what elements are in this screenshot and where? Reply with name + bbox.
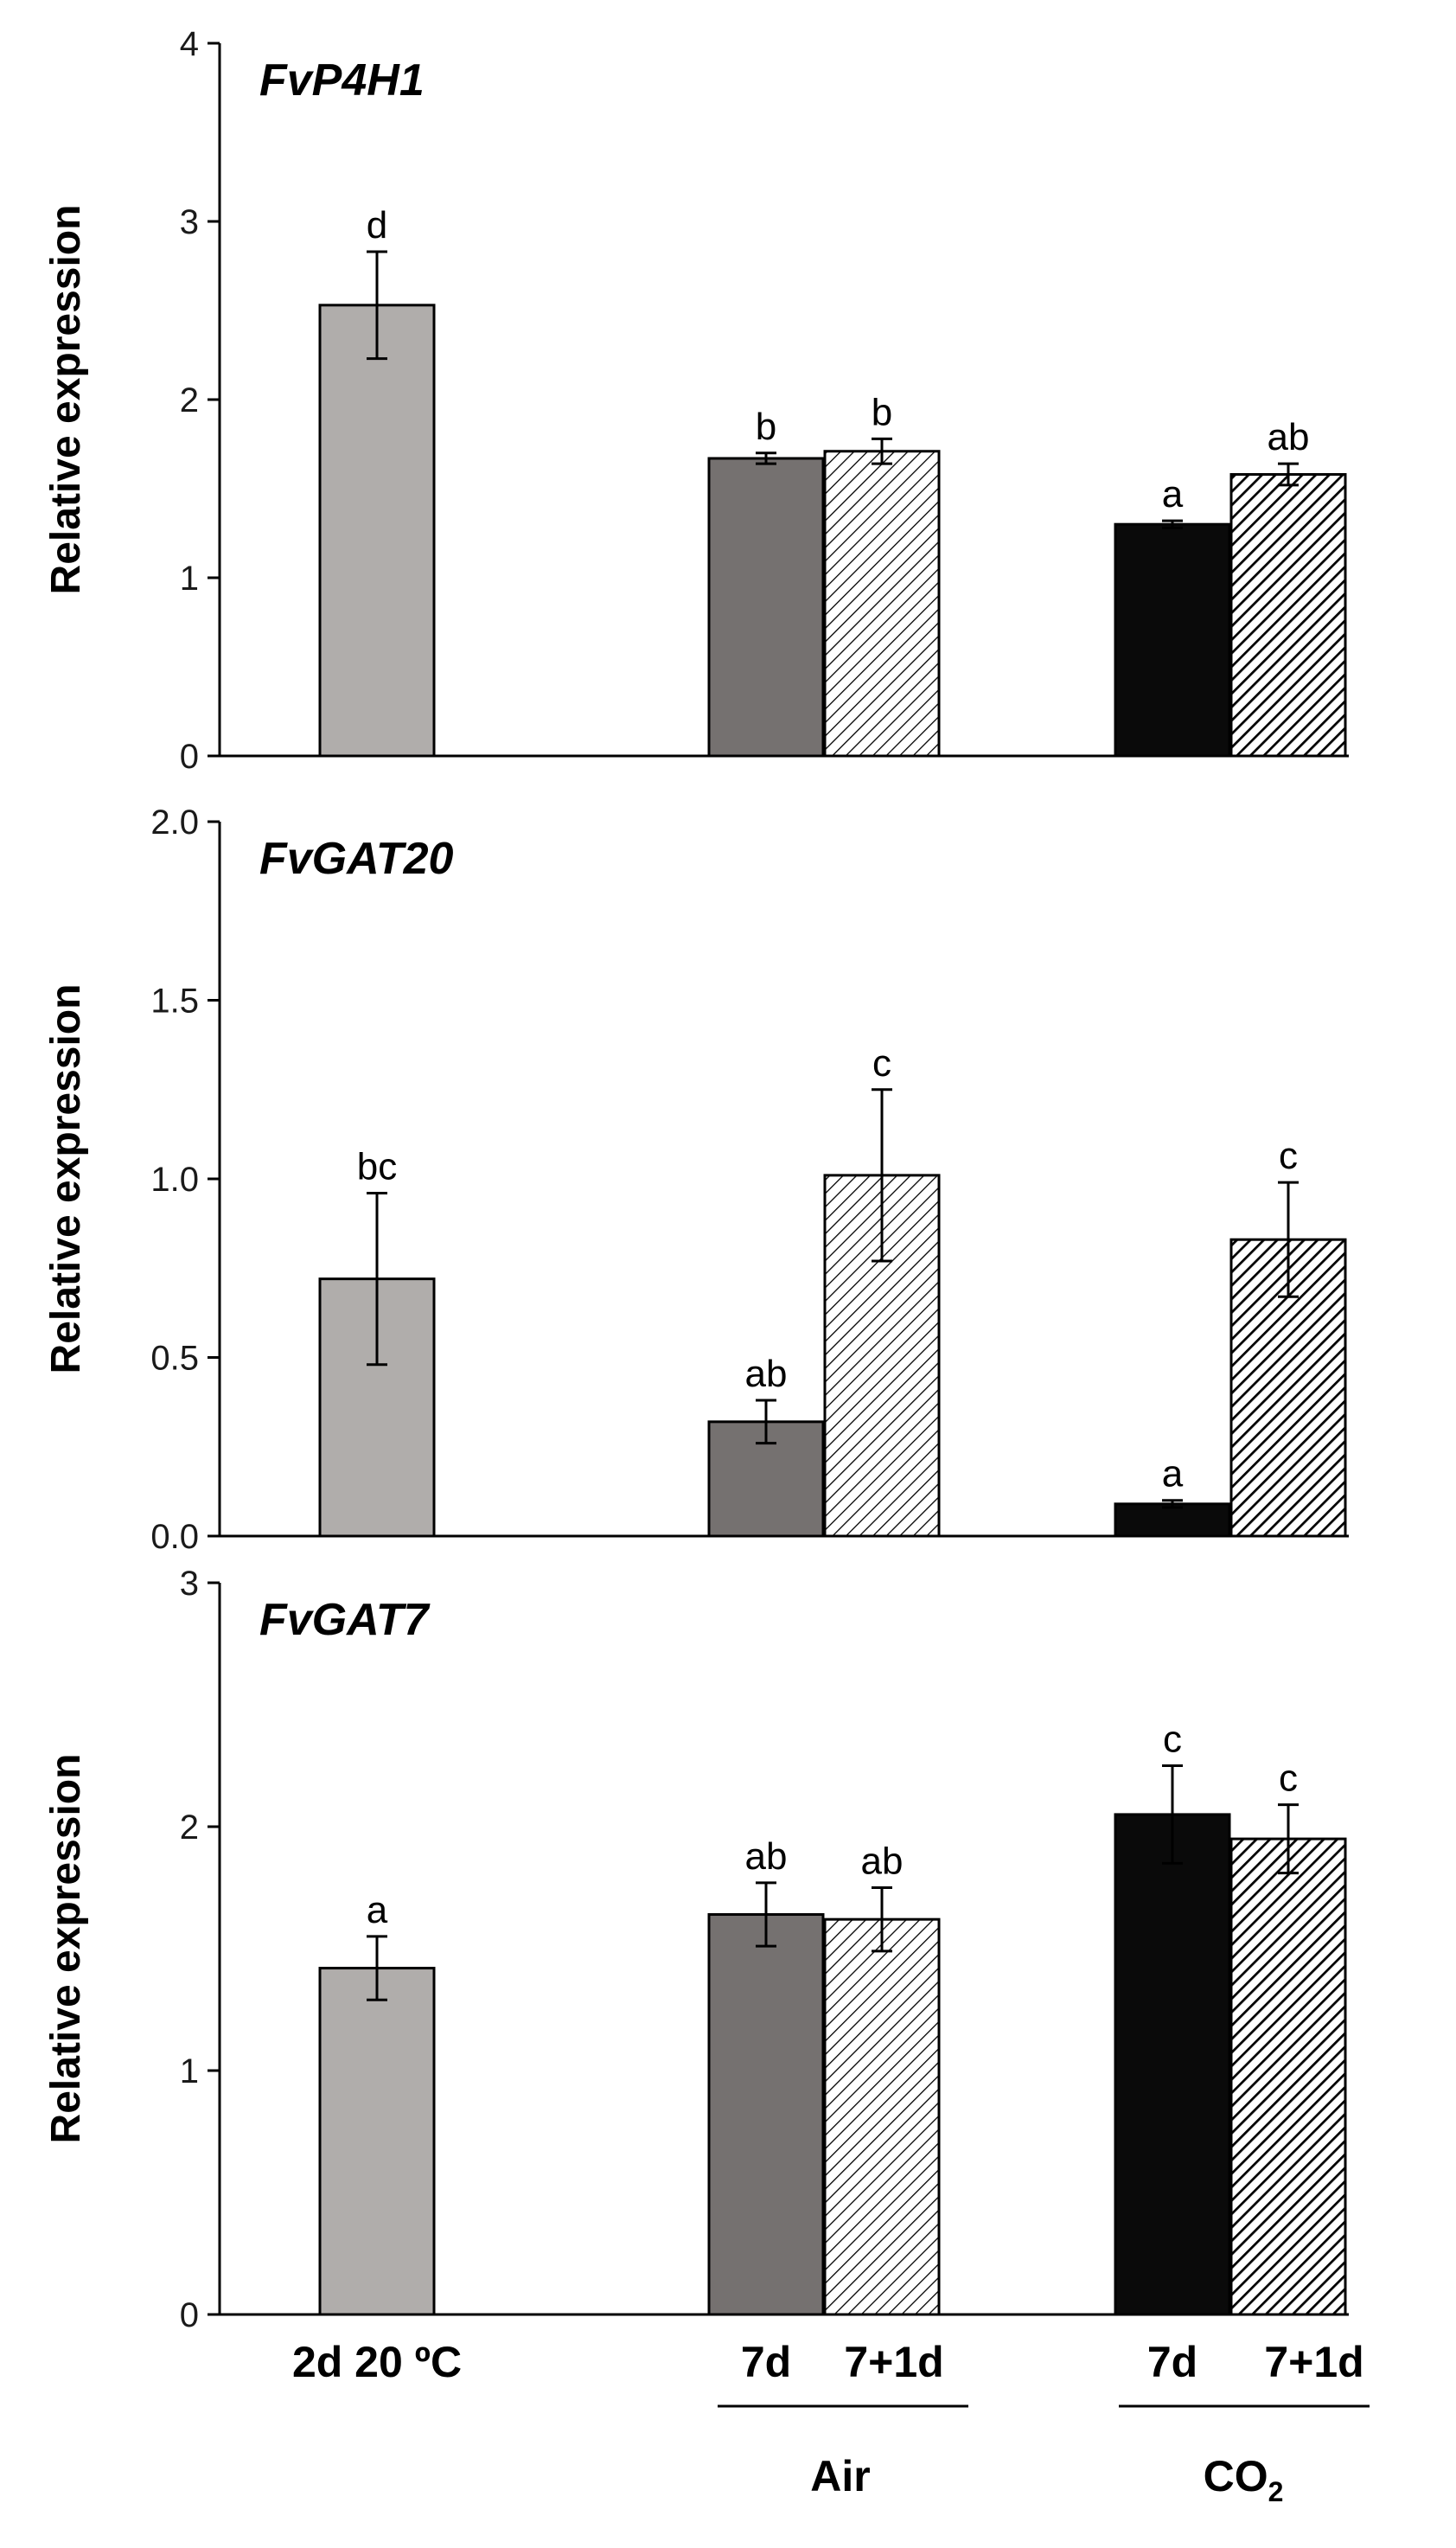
y-tick-label: 0.5 bbox=[150, 1340, 199, 1378]
significance-label: c bbox=[1163, 1719, 1182, 1761]
bar-air-7-1d bbox=[823, 450, 941, 758]
co2-subscript: 2 bbox=[1268, 2476, 1284, 2507]
y-tick-label: 0 bbox=[180, 738, 199, 776]
panel-title: FvGAT20 bbox=[259, 834, 454, 884]
y-tick-label: 1 bbox=[180, 560, 199, 598]
chart-panel-fvgat7: 0 1 2 3 Relative expression FvGAT7 a ab ab c c bbox=[43, 1565, 1349, 2334]
bar-control bbox=[318, 304, 436, 758]
significance-label: ab bbox=[861, 1841, 904, 1883]
bar-co2-7d bbox=[1114, 522, 1231, 758]
bar-air-7-1d bbox=[823, 1917, 941, 2316]
y-tick-label: 1.5 bbox=[150, 983, 199, 1021]
bar-air-7d bbox=[707, 457, 825, 758]
significance-label: a bbox=[1162, 1453, 1184, 1495]
bar-co2-7d bbox=[1114, 1813, 1231, 2316]
x-label-air-7d: 7d bbox=[741, 2338, 791, 2386]
y-tick-label: 4 bbox=[180, 25, 199, 63]
bar-co2-7d bbox=[1114, 1502, 1231, 1538]
co2-base: CO bbox=[1204, 2452, 1268, 2500]
significance-label: ab bbox=[1268, 416, 1310, 458]
x-label-control: 2d 20 ºC bbox=[292, 2338, 462, 2386]
y-tick-label: 3 bbox=[180, 203, 199, 241]
bar-co2-7-1d bbox=[1229, 473, 1347, 758]
significance-label: d bbox=[367, 204, 387, 246]
panel-title: FvP4H1 bbox=[259, 55, 425, 106]
significance-label: ab bbox=[745, 1353, 788, 1395]
y-tick-label: 2 bbox=[180, 381, 199, 419]
y-tick-label: 2 bbox=[180, 1809, 199, 1847]
significance-label: bc bbox=[357, 1146, 397, 1188]
significance-label: c bbox=[1279, 1135, 1298, 1177]
significance-label: b bbox=[872, 391, 892, 433]
x-group-co2: CO2 bbox=[1204, 2452, 1284, 2507]
x-group-air: Air bbox=[810, 2452, 870, 2500]
x-label-co2-7-1d: 7+1d bbox=[1264, 2338, 1363, 2386]
significance-label: c bbox=[1279, 1757, 1298, 1800]
y-tick-label: 0 bbox=[180, 2296, 199, 2334]
x-label-co2-7d: 7d bbox=[1147, 2338, 1197, 2386]
chart-panel-fvgat20: 0.0 0.5 1.0 1.5 2.0 Relative expression FvGAT2… bbox=[43, 803, 1349, 1556]
y-axis-label: Relative expression bbox=[43, 984, 89, 1374]
bar-air-7d bbox=[707, 1913, 825, 2316]
y-tick-label: 2.0 bbox=[150, 803, 199, 842]
bar-co2-7-1d bbox=[1229, 1837, 1347, 2316]
panel-title: FvGAT7 bbox=[259, 1595, 431, 1645]
bar-control bbox=[318, 1967, 436, 2316]
chart-panel-fvp4h1: 0 1 2 3 4 Relative expression FvP4H1 d b b a ab bbox=[43, 25, 1349, 776]
y-axis-label: Relative expression bbox=[43, 1754, 89, 2144]
significance-label: a bbox=[1162, 473, 1184, 515]
y-axis-label: Relative expression bbox=[43, 205, 89, 595]
significance-label: a bbox=[367, 1889, 388, 1931]
significance-label: ab bbox=[745, 1835, 788, 1878]
significance-label: b bbox=[756, 406, 776, 448]
y-tick-label: 1 bbox=[180, 2052, 199, 2090]
significance-label: c bbox=[872, 1042, 891, 1085]
y-tick-label: 1.0 bbox=[150, 1161, 199, 1199]
y-tick-label: 3 bbox=[180, 1565, 199, 1603]
x-label-air-7-1d: 7+1d bbox=[844, 2338, 943, 2386]
y-tick-label: 0.0 bbox=[150, 1518, 199, 1556]
x-axis-labels: 2d 20 ºC 7d 7+1d 7d 7+1d Air CO2 bbox=[292, 2338, 1370, 2507]
